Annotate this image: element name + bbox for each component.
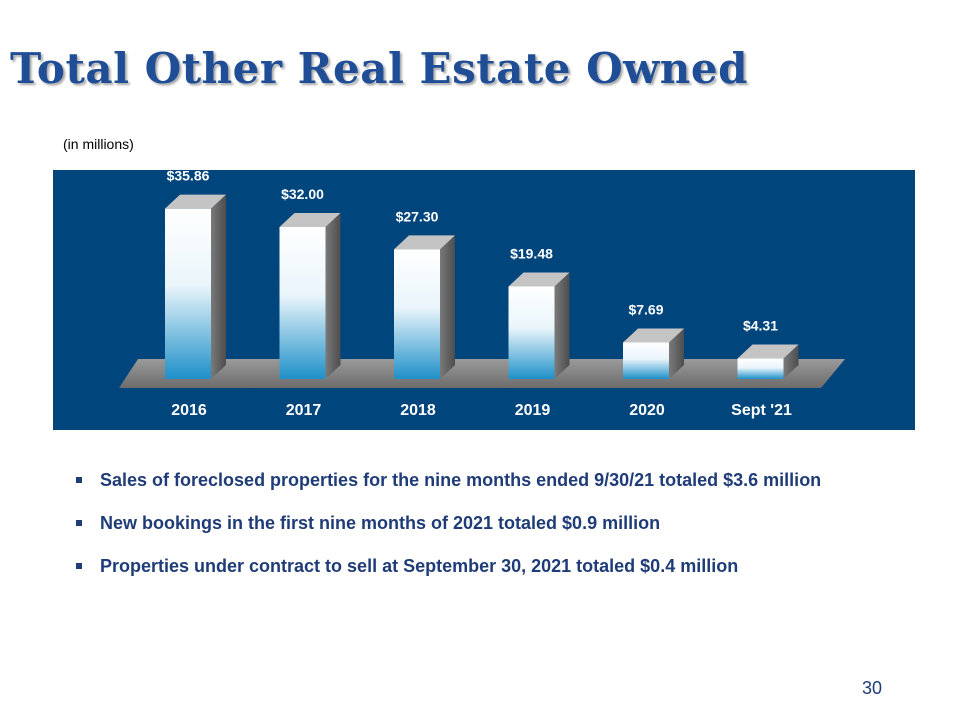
bar-front xyxy=(165,208,211,379)
units-note: (in millions) xyxy=(63,136,134,152)
bar-top xyxy=(623,328,684,343)
bar-2017 xyxy=(279,213,341,379)
bar-side xyxy=(440,235,455,379)
bar-2019 xyxy=(508,272,570,379)
bar-front xyxy=(737,358,784,379)
bar-front xyxy=(623,342,669,379)
chart-floor xyxy=(119,359,845,388)
bar-side xyxy=(325,213,341,379)
bar-value-label: $7.69 xyxy=(628,301,663,317)
x-tick-label: 2020 xyxy=(629,402,665,419)
x-tick-label: Sept '21 xyxy=(731,402,792,419)
bar-side xyxy=(211,194,226,379)
bar-value-label: $35.86 xyxy=(167,170,210,184)
bullet-square-icon xyxy=(76,477,82,483)
x-tick-label: 2016 xyxy=(171,402,207,419)
bar-Sept '21 xyxy=(737,344,799,379)
bar-front xyxy=(394,249,440,379)
slide-title: Total Other Real Estate Owned xyxy=(10,44,748,93)
chart-panel: $35.86 2016 $32.00 2017 $27.30 2018 $19.48 2019… xyxy=(53,170,915,430)
bar-2016 xyxy=(165,194,226,379)
bar-2018 xyxy=(394,235,455,379)
bullet-item: Sales of foreclosed properties for the n… xyxy=(76,462,906,499)
bar-value-label: $4.31 xyxy=(743,318,778,334)
bullet-item: Properties under contract to sell at Sep… xyxy=(76,548,906,585)
page-number: 30 xyxy=(862,678,883,698)
bar-top xyxy=(737,344,799,359)
x-tick-label: 2018 xyxy=(400,402,436,419)
bar-value-label: $27.30 xyxy=(396,208,439,224)
bullet-item: New bookings in the first nine months of… xyxy=(76,505,906,542)
bar-side xyxy=(669,328,684,379)
x-tick-label: 2019 xyxy=(515,402,551,419)
bar-top xyxy=(279,213,341,227)
bar-side xyxy=(783,344,799,379)
bullet-square-icon xyxy=(76,563,82,569)
x-tick-label: 2017 xyxy=(286,402,322,419)
bar-top xyxy=(508,272,570,287)
bullet-square-icon xyxy=(76,520,82,526)
bar-front xyxy=(508,286,555,379)
bar-top xyxy=(394,235,455,250)
bar-value-label: $32.00 xyxy=(281,186,324,202)
bar-front xyxy=(279,227,326,379)
bar-value-label: $19.48 xyxy=(510,245,553,261)
bar-2020 xyxy=(623,328,684,379)
bullet-list: Sales of foreclosed properties for the n… xyxy=(76,462,906,591)
bar-chart: $35.86 2016 $32.00 2017 $27.30 2018 $19.48 2019… xyxy=(119,170,845,419)
bar-side xyxy=(554,272,570,379)
bar-top xyxy=(165,194,226,209)
